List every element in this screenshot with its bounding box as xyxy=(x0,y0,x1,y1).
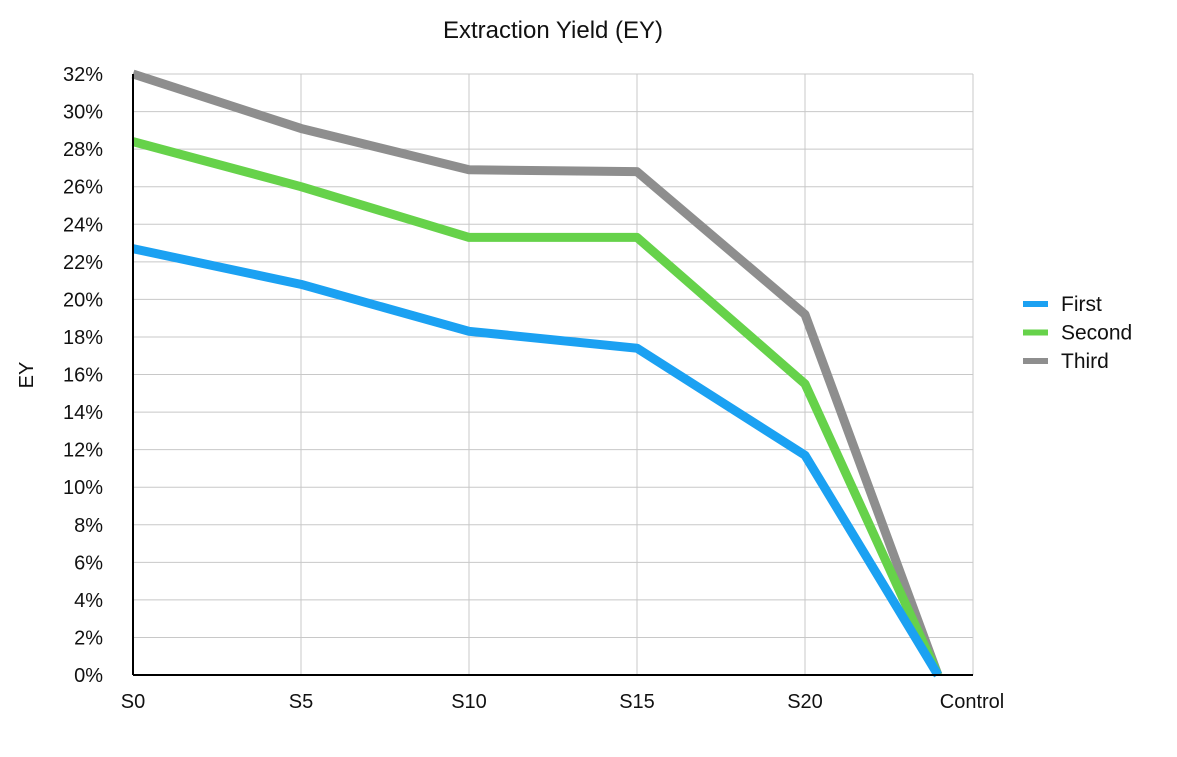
y-tick-label: 8% xyxy=(74,515,103,537)
y-tick-label: 18% xyxy=(63,327,103,349)
y-tick-label: 4% xyxy=(74,590,103,612)
legend-label: First xyxy=(1061,293,1102,316)
legend-label: Second xyxy=(1061,322,1132,345)
y-tick-label: 20% xyxy=(63,289,103,311)
y-tick-label: 16% xyxy=(63,365,103,387)
chart-title: Extraction Yield (EY) xyxy=(443,17,663,44)
series-line-first xyxy=(132,244,942,678)
x-tick-label: S20 xyxy=(787,691,823,713)
y-tick-label: 22% xyxy=(63,252,103,274)
axes xyxy=(132,74,973,676)
legend-label: Third xyxy=(1061,350,1109,373)
y-tick-label: 12% xyxy=(63,440,103,462)
y-axis-label: EY xyxy=(16,362,38,389)
y-tick-label: 2% xyxy=(74,627,103,649)
series-line-second xyxy=(131,137,943,677)
series-line-third xyxy=(131,69,943,677)
y-tick-label: 6% xyxy=(74,552,103,574)
y-tick-label: 26% xyxy=(63,177,103,199)
y-tick-label: 0% xyxy=(74,665,103,687)
x-tick-label: Control xyxy=(940,691,1004,713)
y-tick-label: 30% xyxy=(63,102,103,124)
legend: First Second Third xyxy=(1023,293,1132,373)
x-tick-label: S15 xyxy=(619,691,655,713)
x-axis-ticks: S0 S5 S10 S15 S20 Control xyxy=(121,691,1004,713)
y-tick-label: 10% xyxy=(63,477,103,499)
x-tick-label: S0 xyxy=(121,691,145,713)
y-tick-label: 24% xyxy=(63,214,103,236)
y-tick-label: 32% xyxy=(63,64,103,86)
y-tick-label: 28% xyxy=(63,139,103,161)
x-tick-label: S5 xyxy=(289,691,313,713)
series-lines xyxy=(131,69,943,678)
gridlines xyxy=(133,73,974,675)
y-tick-label: 14% xyxy=(63,402,103,424)
x-tick-label: S10 xyxy=(451,691,487,713)
y-axis-ticks: 0% 2% 4% 6% 8% 10% 12% 14% 16% 18% 20% 22% 24% 26% 28%… xyxy=(63,64,103,687)
